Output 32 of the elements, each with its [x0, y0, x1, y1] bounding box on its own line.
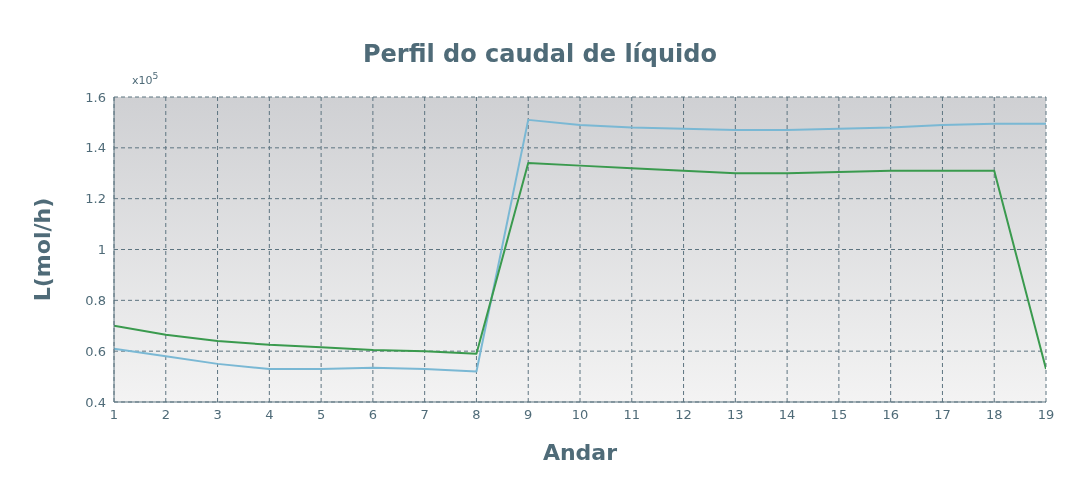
line-series [114, 162, 1046, 370]
x-tick-label: 14 [778, 407, 796, 423]
text: x10$^{5}$ [132, 70, 159, 87]
x-tick-label: 6 [368, 407, 378, 423]
y-tick-label: 0.4 [85, 394, 106, 410]
y-tick-label: 1 [97, 242, 106, 258]
y-tick-label: 0.8 [85, 292, 106, 308]
x-tick-label: 1 [109, 407, 119, 423]
x-tick-label: 18 [985, 407, 1003, 423]
line-series [114, 118, 1046, 373]
x-tick-label: 15 [830, 407, 848, 423]
y-tick-label: 1.4 [85, 140, 106, 156]
x-tick-label: 8 [472, 407, 481, 423]
y-tick-label: 1.2 [85, 191, 106, 207]
chart-title: Perfil do caudal de líquido [362, 40, 718, 68]
x-tick-label: 12 [675, 407, 692, 423]
y-tick-label: 1.6 [85, 89, 106, 105]
x-tick-label: 19 [1037, 407, 1055, 423]
x-tick-label: 11 [623, 407, 641, 423]
y-axis-title: L(mol/h) [29, 197, 55, 302]
x-tick-label: 2 [161, 407, 170, 423]
x-tick-label: 5 [316, 407, 326, 423]
x-tick-label: 16 [882, 407, 899, 423]
x-tick-label: 17 [934, 407, 951, 423]
x-tick-label: 3 [213, 407, 222, 423]
x-tick-label: 7 [420, 407, 429, 423]
x-tick-label: 4 [265, 407, 274, 423]
x-axis-title: Andar [542, 440, 618, 465]
y-tick-label: 0.6 [85, 343, 106, 359]
x-tick-label: 9 [524, 407, 533, 423]
x-tick-label: 13 [727, 407, 744, 423]
x-tick-label: 10 [571, 407, 589, 423]
